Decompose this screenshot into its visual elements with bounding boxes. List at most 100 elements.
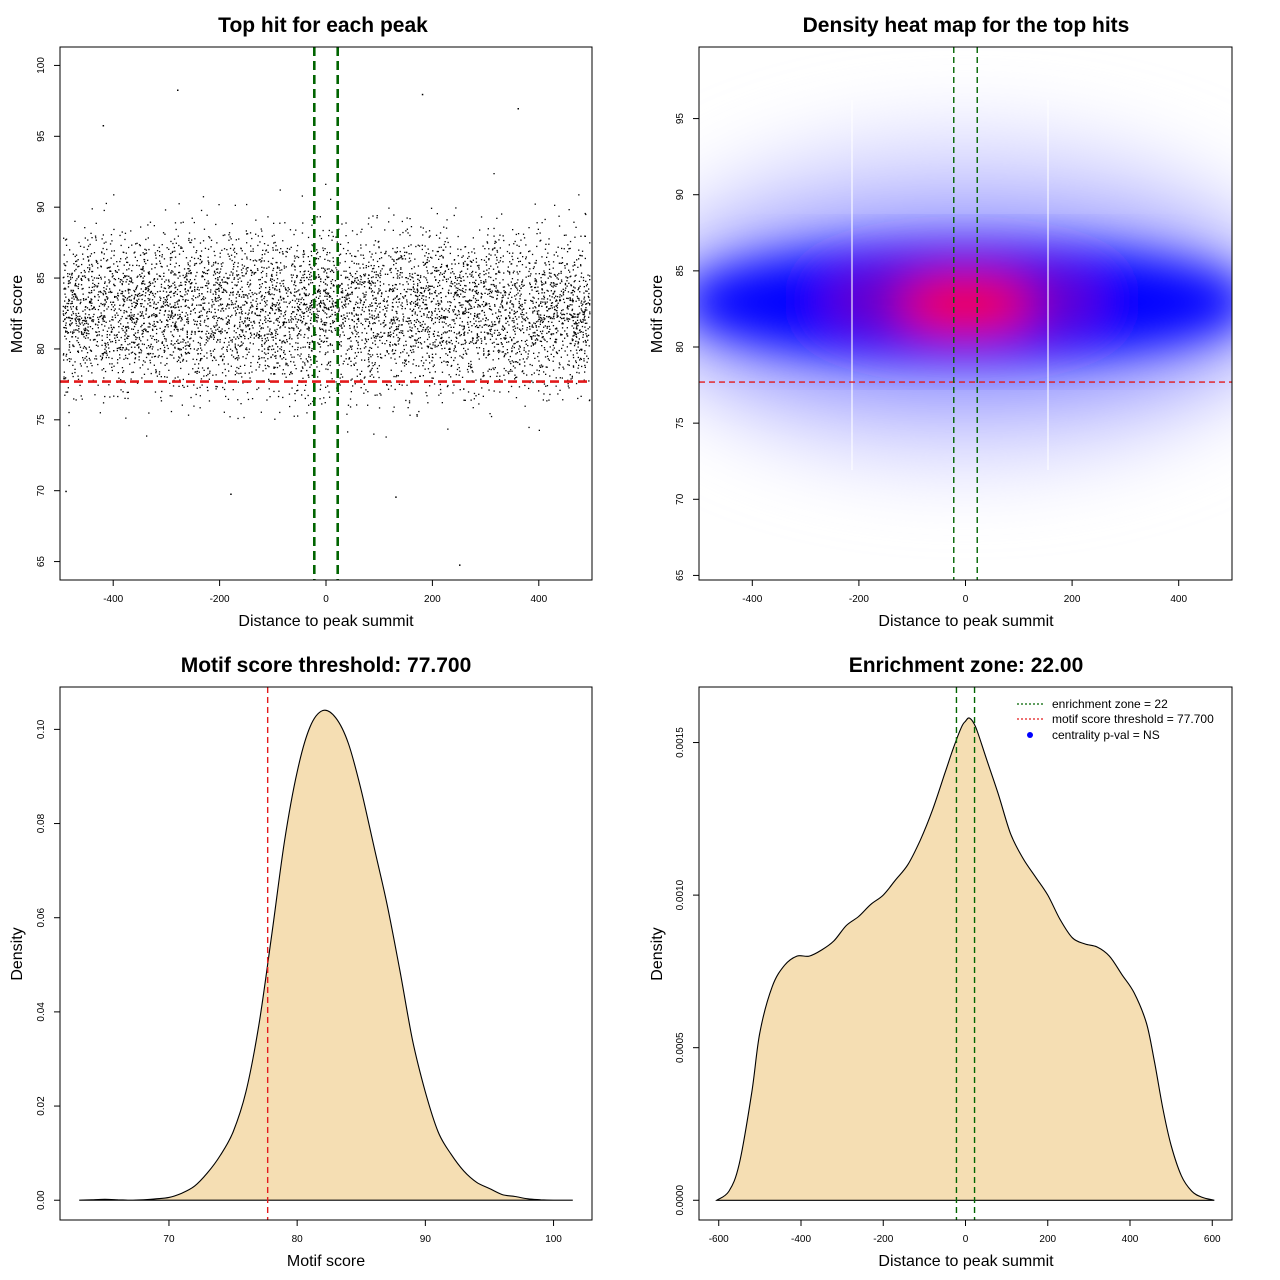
scatter-point	[433, 298, 435, 300]
scatter-point	[263, 243, 266, 245]
scatter-point	[478, 283, 480, 285]
scatter-point	[353, 309, 355, 312]
scatter-point	[391, 323, 394, 325]
scatter-point	[199, 407, 201, 409]
scatter-point	[217, 278, 219, 281]
scatter-point	[469, 273, 471, 275]
scatter-point	[378, 316, 380, 318]
scatter-point	[570, 284, 572, 286]
scatter-point	[101, 369, 103, 371]
scatter-point	[269, 396, 271, 398]
scatter-point	[555, 309, 558, 312]
scatter-point	[450, 272, 452, 274]
scatter-point	[93, 252, 96, 254]
scatter-point	[148, 299, 150, 301]
scatter-point	[225, 308, 227, 310]
scatter-point	[546, 385, 549, 387]
scatter-point	[188, 373, 190, 375]
scatter-point	[165, 291, 168, 293]
scatter-point	[311, 335, 313, 337]
scatter-point	[413, 302, 415, 304]
scatter-point	[438, 316, 440, 318]
scatter-point	[204, 344, 206, 346]
scatter-point	[229, 258, 231, 260]
scatter-point	[521, 303, 523, 306]
scatter-point	[148, 353, 150, 356]
scatter-point	[566, 354, 569, 356]
scatter-point	[501, 306, 504, 308]
scatter-point	[89, 349, 92, 351]
scatter-point	[289, 336, 291, 338]
scatter-point	[120, 258, 122, 260]
scatter-point	[466, 264, 468, 267]
scatter-point	[149, 291, 152, 293]
scatter-point	[353, 325, 355, 327]
scatter-point	[217, 300, 219, 302]
scatter-point	[361, 370, 363, 372]
scatter-point	[483, 259, 486, 261]
scatter-point	[199, 342, 201, 345]
scatter-point	[519, 290, 521, 292]
scatter-point	[536, 338, 538, 340]
scatter-point	[301, 394, 303, 396]
scatter-point	[204, 247, 207, 249]
scatter-point	[201, 384, 203, 386]
scatter-point	[381, 357, 383, 359]
scatter-point	[397, 326, 400, 328]
scatter-point	[300, 329, 302, 331]
scatter-point	[233, 325, 236, 328]
scatter-point	[364, 359, 366, 361]
scatter-point	[199, 395, 201, 397]
scatter-point	[307, 256, 309, 258]
scatter-point	[370, 284, 372, 286]
scatter-point	[230, 300, 233, 302]
scatter-point	[521, 371, 523, 373]
scatter-point	[300, 298, 302, 301]
scatter-point	[438, 394, 440, 396]
scatter-point	[511, 339, 513, 342]
scatter-point	[236, 357, 238, 359]
scatter-point	[539, 321, 542, 323]
scatter-point	[70, 306, 72, 308]
scatter-point	[268, 286, 271, 288]
scatter-point	[160, 306, 162, 308]
scatter-point	[351, 348, 353, 350]
scatter-point	[357, 296, 359, 298]
scatter-point	[62, 305, 64, 308]
scatter-point	[416, 303, 418, 305]
scatter-point	[121, 279, 123, 281]
scatter-point	[512, 229, 514, 231]
scatter-point	[462, 263, 465, 265]
scatter-point	[530, 337, 533, 339]
scatter-point	[286, 339, 288, 341]
scatter-point	[291, 345, 294, 348]
scatter-point	[130, 299, 132, 301]
scatter-point	[484, 338, 486, 340]
scatter-point	[200, 359, 202, 361]
scatter-point	[185, 348, 187, 350]
scatter-point	[423, 264, 425, 266]
scatter-point	[273, 367, 275, 369]
scatter-point	[186, 336, 188, 338]
scatter-point	[276, 302, 278, 304]
scatter-point	[131, 302, 133, 305]
scatter-point	[198, 330, 201, 332]
scatter-point	[75, 268, 77, 271]
scatter-point	[529, 262, 531, 264]
scatter-point	[136, 320, 138, 322]
scatter-point	[335, 267, 337, 269]
scatter-point	[206, 312, 208, 314]
scatter-point	[147, 345, 150, 347]
scatter-point	[311, 219, 313, 221]
scatter-point	[485, 343, 487, 345]
scatter-point	[419, 322, 421, 324]
scatter-point	[91, 372, 93, 374]
scatter-point	[425, 285, 428, 287]
scatter-point	[127, 357, 129, 360]
scatter-point	[255, 260, 258, 262]
scatter-point	[564, 265, 566, 267]
scatter-point	[573, 221, 575, 223]
scatter-point	[502, 329, 504, 331]
scatter-point	[372, 335, 375, 337]
scatter-point	[212, 293, 214, 295]
